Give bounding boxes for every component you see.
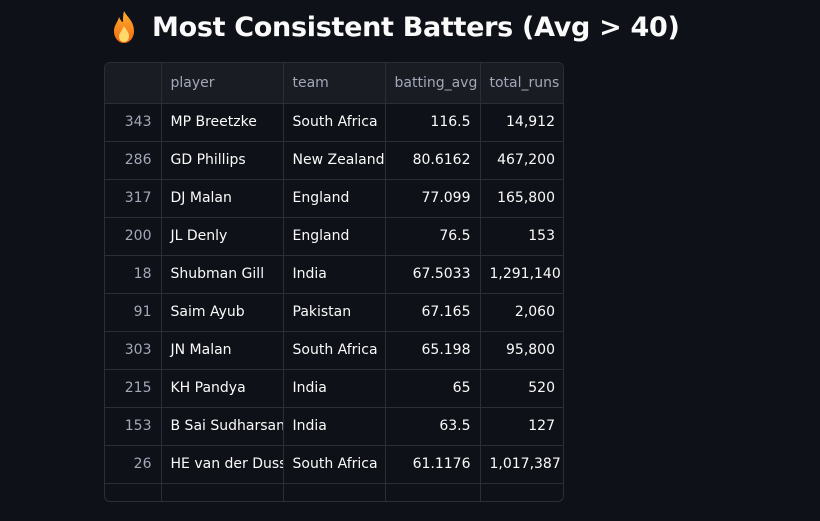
column-header-total-runs[interactable]: total_runs: [480, 63, 563, 104]
team-cell[interactable]: Pakistan: [283, 293, 386, 332]
player-cell[interactable]: GD Phillips: [161, 141, 284, 180]
team-cell[interactable]: England: [283, 217, 386, 256]
row-index-cell: 26: [105, 445, 162, 484]
player-cell[interactable]: HE van der Dussen: [161, 445, 284, 484]
total-runs-cell[interactable]: 520: [480, 369, 563, 408]
team-cell[interactable]: India: [283, 369, 386, 408]
player-cell[interactable]: JN Malan: [161, 331, 284, 370]
table-row[interactable]: 18 Shubman Gill India 67.5033 1,291,140: [105, 255, 563, 294]
total-runs-cell[interactable]: 1,291,140: [480, 255, 563, 294]
batting-avg-cell[interactable]: 76.5: [385, 217, 481, 256]
batting-avg-cell[interactable]: 77.099: [385, 179, 481, 218]
table-row[interactable]: 303 JN Malan South Africa 65.198 95,800: [105, 331, 563, 370]
column-header-team[interactable]: team: [283, 63, 386, 104]
total-runs-cell[interactable]: 467,200: [480, 141, 563, 180]
player-cell[interactable]: JL Denly: [161, 217, 284, 256]
player-cell[interactable]: MP Breetzke: [161, 103, 284, 142]
batting-avg-cell[interactable]: [385, 483, 481, 501]
team-cell[interactable]: India: [283, 407, 386, 446]
row-index-cell: 303: [105, 331, 162, 370]
row-index-cell: 317: [105, 179, 162, 218]
row-index-cell: 91: [105, 293, 162, 332]
page-title: Most Consistent Batters (Avg > 40): [110, 6, 680, 48]
table-row[interactable]: 343 MP Breetzke South Africa 116.5 14,91…: [105, 103, 563, 142]
batting-avg-cell[interactable]: 67.5033: [385, 255, 481, 294]
player-cell[interactable]: B Sai Sudharsan: [161, 407, 284, 446]
batting-avg-cell[interactable]: 116.5: [385, 103, 481, 142]
column-header-batting-avg[interactable]: batting_avg: [385, 63, 481, 104]
row-index-cell: 286: [105, 141, 162, 180]
table-row[interactable]: 286 GD Phillips New Zealand 80.6162 467,…: [105, 141, 563, 180]
table-row[interactable]: 215 KH Pandya India 65 520: [105, 369, 563, 408]
team-cell[interactable]: New Zealand: [283, 141, 386, 180]
column-header-player[interactable]: player: [161, 63, 284, 104]
batters-table[interactable]: player team batting_avg total_runs 343 M…: [104, 62, 564, 502]
batting-avg-cell[interactable]: 65.198: [385, 331, 481, 370]
player-cell[interactable]: Shubman Gill: [161, 255, 284, 294]
table-row[interactable]: 153 B Sai Sudharsan India 63.5 127: [105, 407, 563, 446]
row-index-cell: [105, 483, 162, 501]
total-runs-cell[interactable]: 165,800: [480, 179, 563, 218]
table-row[interactable]: 200 JL Denly England 76.5 153: [105, 217, 563, 256]
total-runs-cell[interactable]: 14,912: [480, 103, 563, 142]
row-index-cell: 215: [105, 369, 162, 408]
player-cell[interactable]: DJ Malan: [161, 179, 284, 218]
player-cell[interactable]: KH Pandya: [161, 369, 284, 408]
fire-icon: [114, 11, 134, 43]
total-runs-cell[interactable]: 127: [480, 407, 563, 446]
total-runs-cell[interactable]: 153: [480, 217, 563, 256]
table-row-partial[interactable]: [105, 483, 563, 501]
team-cell[interactable]: England: [283, 179, 386, 218]
row-index-cell: 18: [105, 255, 162, 294]
team-cell[interactable]: India: [283, 255, 386, 294]
total-runs-cell[interactable]: 2,060: [480, 293, 563, 332]
batting-avg-cell[interactable]: 67.165: [385, 293, 481, 332]
table-header-row: player team batting_avg total_runs: [105, 63, 563, 104]
total-runs-cell[interactable]: 1,017,387: [480, 445, 563, 484]
total-runs-cell[interactable]: 95,800: [480, 331, 563, 370]
page-title-text: Most Consistent Batters (Avg > 40): [152, 11, 680, 43]
team-cell[interactable]: South Africa: [283, 445, 386, 484]
total-runs-cell[interactable]: [480, 483, 563, 501]
batting-avg-cell[interactable]: 61.1176: [385, 445, 481, 484]
row-index-cell: 200: [105, 217, 162, 256]
batting-avg-cell[interactable]: 80.6162: [385, 141, 481, 180]
player-cell[interactable]: Saim Ayub: [161, 293, 284, 332]
row-index-cell: 153: [105, 407, 162, 446]
table-row[interactable]: 91 Saim Ayub Pakistan 67.165 2,060: [105, 293, 563, 332]
player-cell[interactable]: [161, 483, 284, 501]
table-row[interactable]: 26 HE van der Dussen South Africa 61.117…: [105, 445, 563, 484]
team-cell[interactable]: South Africa: [283, 103, 386, 142]
table-row[interactable]: 317 DJ Malan England 77.099 165,800: [105, 179, 563, 218]
batting-avg-cell[interactable]: 65: [385, 369, 481, 408]
team-cell[interactable]: [283, 483, 386, 501]
column-header-index[interactable]: [105, 63, 162, 104]
batting-avg-cell[interactable]: 63.5: [385, 407, 481, 446]
team-cell[interactable]: South Africa: [283, 331, 386, 370]
row-index-cell: 343: [105, 103, 162, 142]
